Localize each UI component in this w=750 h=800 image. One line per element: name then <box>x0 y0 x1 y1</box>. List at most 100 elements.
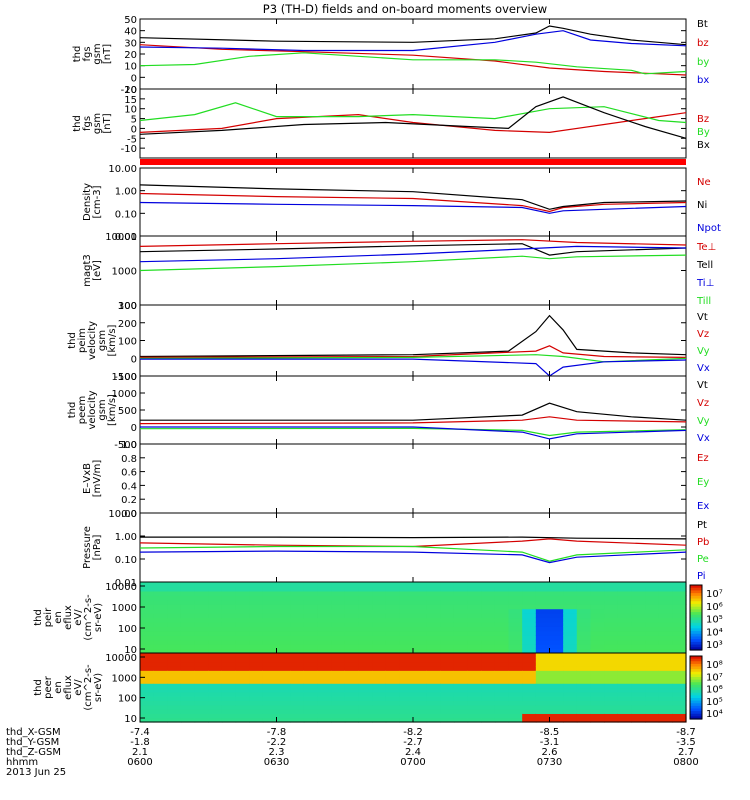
spectrogram-cell <box>522 599 537 605</box>
spectrogram-cell <box>385 626 400 632</box>
spectrogram-cell <box>535 621 551 627</box>
spectrogram-cell <box>249 674 264 680</box>
spectrogram-cell <box>344 717 359 723</box>
spectrogram-cell <box>563 613 578 619</box>
spectrogram-cell <box>331 674 346 680</box>
spectrogram-cell <box>508 691 523 697</box>
spectrogram-cell <box>426 617 441 623</box>
spectrogram-cell <box>535 661 551 667</box>
spectrogram-cell <box>180 648 196 654</box>
colorbar-tick-label: 10⁴ <box>706 627 723 638</box>
spectrogram-cell <box>331 590 346 596</box>
spectrogram-cell <box>262 709 278 714</box>
spectrogram-cell <box>645 590 660 596</box>
spectrogram-cell <box>208 626 223 632</box>
spectrogram-cell <box>140 713 155 719</box>
spectrogram-cell <box>180 696 196 702</box>
legend-Tell: Tell <box>696 260 713 271</box>
spectrogram-cell <box>494 653 510 658</box>
spectrogram-cell <box>153 626 168 632</box>
spectrogram-cell <box>331 704 346 710</box>
spectrogram-cell <box>576 621 592 627</box>
spectrogram-cell <box>262 704 278 710</box>
spectrogram-cell <box>494 687 510 693</box>
spectrogram-cell <box>508 657 523 663</box>
spectrogram-cell <box>631 696 646 702</box>
spectrogram-cell <box>535 665 551 671</box>
spectrogram-cell <box>399 674 414 680</box>
spectrogram-cell <box>167 613 182 619</box>
panel-frame <box>139 375 687 445</box>
spectrogram-cell <box>276 613 291 619</box>
spectrogram-cell <box>344 683 359 689</box>
spectrogram-cell <box>535 626 551 632</box>
spectrogram-cell <box>303 639 319 645</box>
spectrogram-cell <box>604 678 619 684</box>
spectrogram-cell <box>658 590 673 596</box>
spectrogram-cell <box>208 613 223 619</box>
spectrogram-cell <box>549 678 564 684</box>
spectrogram-cell <box>180 604 196 610</box>
panel-frame <box>139 304 687 377</box>
spectrogram-cell <box>549 621 564 627</box>
spectrogram-cell <box>590 626 605 632</box>
spectrogram-cell <box>180 678 196 684</box>
spectrogram-cell <box>494 696 510 702</box>
spectrogram-cell <box>535 617 551 623</box>
spectrogram-cell <box>453 648 469 654</box>
y-tick-label: 0.2 <box>121 495 137 506</box>
series-line-Pt <box>140 536 687 540</box>
spectrogram-cell <box>440 586 455 592</box>
spectrogram-cell <box>372 661 387 667</box>
panel-peem-velocity: -500050010001500thdpeemvelocitygsm[km/s]… <box>67 372 710 451</box>
spectrogram-cell <box>140 678 155 684</box>
spectrogram-cell <box>467 639 482 645</box>
spectrogram-cell <box>481 630 496 636</box>
spectrogram-cell <box>549 691 564 697</box>
spectrogram-cell <box>167 687 182 693</box>
spectrogram-cell <box>331 648 346 654</box>
spectrogram-cell <box>235 617 250 623</box>
spectrogram-cell <box>426 674 441 680</box>
spectrogram-cell <box>631 700 646 706</box>
spectrogram-cell <box>208 670 223 676</box>
y-axis-label-line: [nT] <box>102 44 113 64</box>
spectrogram-cell <box>290 674 305 680</box>
orbit-value: -1.8 <box>130 737 150 748</box>
spectrogram-cell <box>672 683 687 689</box>
spectrogram-cell <box>290 635 305 641</box>
spectrogram-cell <box>167 709 182 714</box>
spectrogram-cell <box>413 717 428 723</box>
spectrogram-cell <box>453 683 469 689</box>
y-axis-label-line: E–VxB <box>82 463 93 494</box>
y-axis-label-line: gsm <box>92 43 103 64</box>
spectrogram-cell <box>672 626 687 632</box>
spectrogram-cell <box>604 582 619 588</box>
spectrogram-cell <box>413 653 428 658</box>
spectrogram-cell <box>576 635 592 641</box>
spectrogram-cell <box>453 657 469 663</box>
spectrogram-cell <box>221 648 237 654</box>
spectrogram-cell <box>290 644 305 650</box>
spectrogram-cell <box>563 653 578 658</box>
spectrogram-cell <box>631 683 646 689</box>
spectrogram-cell <box>167 678 182 684</box>
spectrogram-cell <box>481 700 496 706</box>
spectrogram-cell <box>221 635 237 641</box>
spectrogram-cell <box>672 709 687 714</box>
y-tick-label: 20 <box>124 85 137 96</box>
spectrogram-cell <box>440 599 455 605</box>
spectrogram-cell <box>372 608 387 614</box>
spectrogram-cell <box>194 648 209 654</box>
spectrogram-cell <box>249 644 264 650</box>
legend-Pb: Pb <box>697 537 709 548</box>
spectrogram-cell <box>303 582 319 588</box>
spectrogram-cell <box>180 704 196 710</box>
spectrogram-cell <box>372 713 387 719</box>
spectrogram-cell <box>440 595 455 601</box>
spectrogram-cell <box>153 709 168 714</box>
spectrogram-cell <box>153 630 168 636</box>
spectrogram-cell <box>604 713 619 719</box>
spectrogram-cell <box>180 657 196 663</box>
spectrogram-cell <box>576 626 592 632</box>
